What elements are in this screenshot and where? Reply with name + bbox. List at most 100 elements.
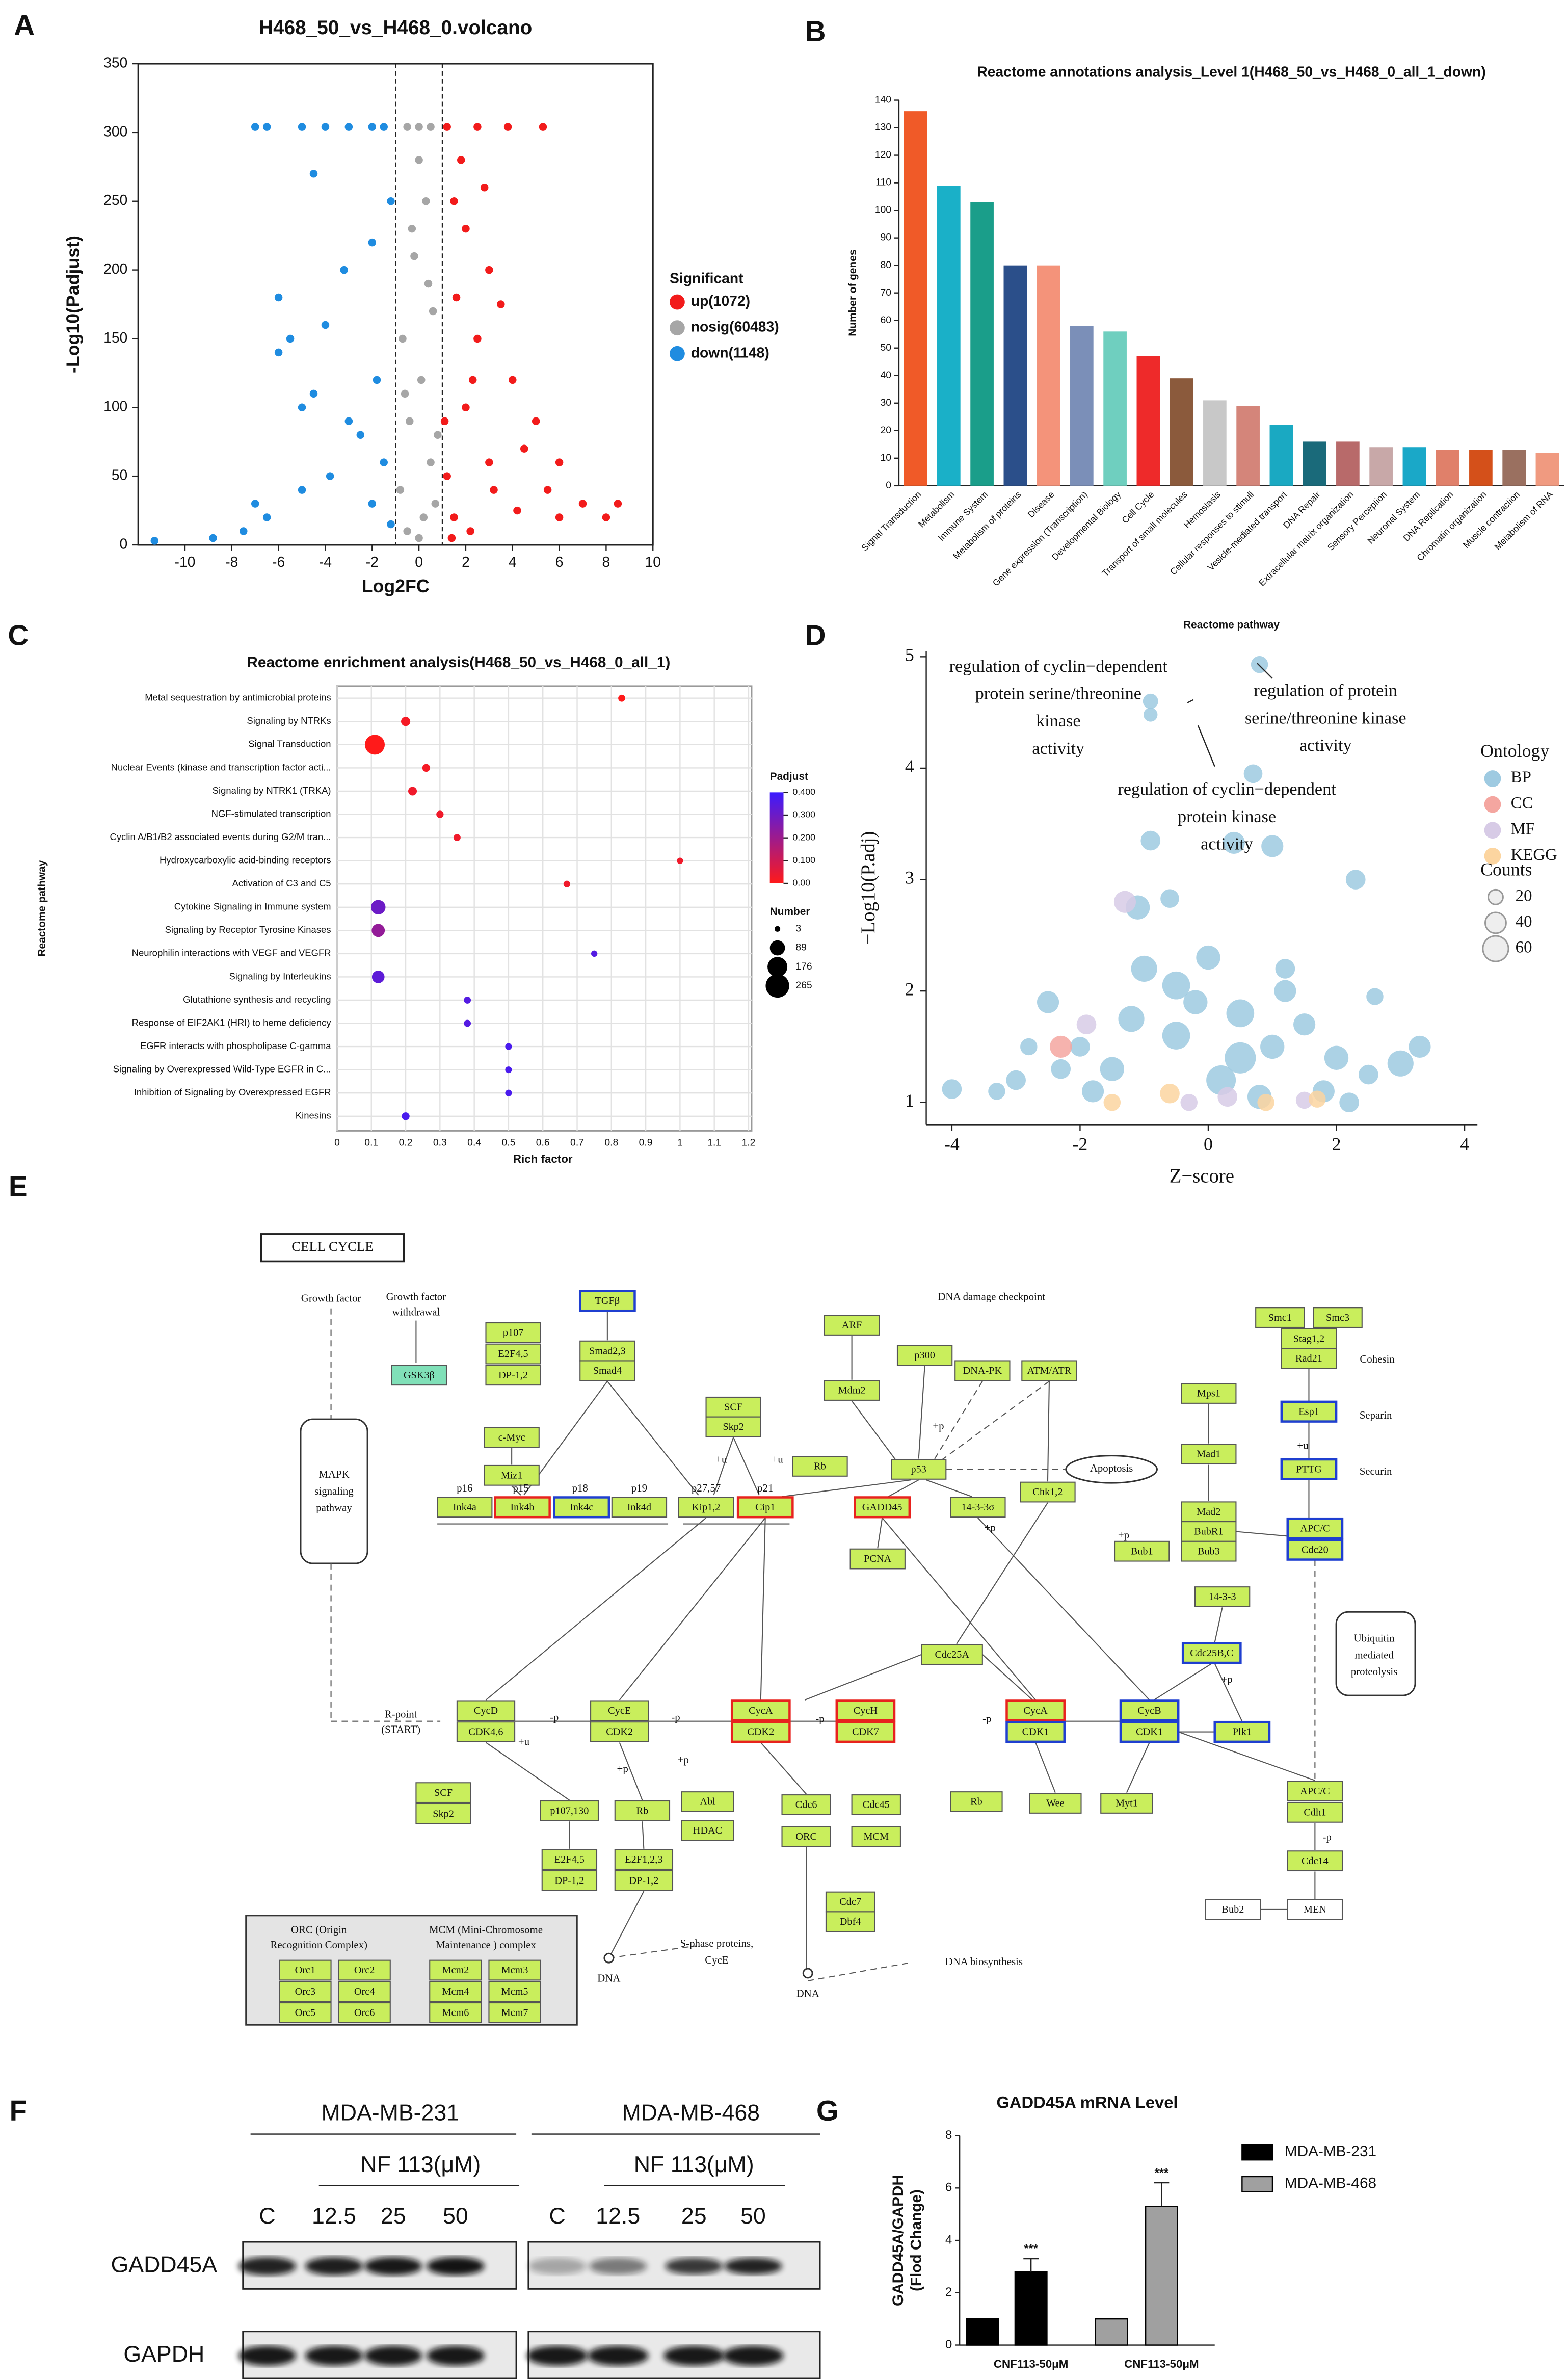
pathway-text: Securin [1360,1465,1392,1477]
band [588,2346,649,2366]
gene-box [736,1496,794,1519]
pathway-text: +p [933,1420,944,1432]
legend-label: MF [1511,820,1535,838]
point [403,527,411,535]
gene-box [1100,1793,1153,1814]
x-tick-label: 0.1 [364,1137,378,1148]
legend-label: nosig(60483) [691,319,779,335]
legend-label: up(1072) [691,293,750,309]
pathway-text: Growth factor [301,1292,361,1304]
point [422,197,430,205]
point [490,486,498,494]
point [403,123,411,131]
dot [422,764,431,772]
x-tick-label: 0.3 [433,1137,447,1148]
point [614,500,622,508]
gene-label: Wee [1046,1798,1064,1809]
x-tick-label: 10 [645,554,661,570]
gene-box [279,2002,332,2023]
y-tick-label: Cytokine Signaling in Immune system [174,901,331,912]
bar [1037,265,1060,486]
point [473,334,482,343]
gene-box [1287,1899,1343,1920]
pathway-text: MCM (Mini-Chromosome [429,1923,543,1936]
legend-label: 176 [795,961,812,972]
point [462,403,470,412]
bubble [1359,1064,1378,1085]
lane-label: C [549,2204,565,2229]
point [520,444,528,453]
lane-label: 50 [443,2204,468,2229]
legend-swatch [1484,796,1501,813]
gene-box [338,2002,391,2023]
point [417,376,426,384]
point [473,123,482,131]
gene-label: p107 [503,1327,524,1339]
gene-box [854,1496,911,1519]
gene-box [279,1959,332,1981]
point [415,123,423,131]
gene-label: E2F4,5 [554,1854,585,1865]
gene-box [1119,1699,1180,1722]
colorbar-label: 0.400 [792,787,815,797]
pathway-text: signaling [314,1485,354,1497]
bubble [1162,1022,1190,1050]
gene-label: Orc1 [295,1965,315,1976]
legend-swatch [1484,848,1501,865]
point [251,123,259,131]
gene-label: CycB [1138,1705,1161,1716]
gene-box [279,1981,332,2002]
gene-box [1287,1781,1343,1802]
y-tick-label: Glutathione synthesis and recycling [183,994,331,1005]
point [443,472,451,480]
gene-label: Myt1 [1116,1798,1138,1809]
bubble [1144,708,1158,722]
bubble [1366,988,1384,1005]
gene-label: Smad4 [593,1365,622,1376]
pathway-text: -p [1323,1831,1332,1843]
y-tick-label: 10 [881,452,892,463]
pathway-text: Maintenance ) complex [436,1939,536,1951]
gene-label: Cdc14 [1302,1855,1329,1867]
y-tick-label: Signaling by Receptor Tyrosine Kinases [165,924,331,935]
gene-box [1181,1642,1242,1664]
y-tick-label: 90 [881,232,892,243]
gene-label: ATM/ATR [1027,1365,1072,1376]
legend-swatch [1241,2176,1273,2192]
lane-label: C [259,2204,275,2229]
gene-box [579,1360,635,1381]
point [326,472,334,480]
point [399,334,407,343]
x-tick-label: 0.7 [570,1137,584,1148]
point [401,389,409,398]
pathway-edge [485,1742,570,1801]
gene-box [1286,1517,1344,1540]
treatment-label: NF 113(μM) [360,2152,481,2177]
dot [505,1066,512,1074]
gene-box [1181,1383,1237,1404]
legend-swatch [1484,822,1501,839]
size-swatch [765,974,789,998]
gene-label: Esp1 [1298,1406,1319,1417]
point [321,321,330,329]
legend-label: down(1148) [691,344,769,360]
colorbar [769,792,784,884]
panel-label: E [9,1170,28,1202]
y-tick-label: 1 [905,1090,914,1111]
x-tick-label: 1.1 [707,1137,721,1148]
dna-node [603,1952,615,1964]
gene-box [484,1427,540,1448]
pathway-edge [608,1945,696,1959]
x-tick-label: Muscle contraction [1461,489,1522,550]
band [238,2346,297,2366]
pathway-text: R-point [385,1708,417,1720]
size-swatch [1484,911,1507,934]
pathway-edge [782,1479,911,1498]
gene-box [1029,1793,1082,1814]
bubble [1020,1038,1038,1056]
gene-label: CDK1 [1136,1727,1163,1738]
point [429,307,437,316]
lane-label: 50 [740,2204,766,2229]
x-tick-label: -2 [1073,1134,1088,1154]
y-tick-label: 350 [103,55,127,71]
